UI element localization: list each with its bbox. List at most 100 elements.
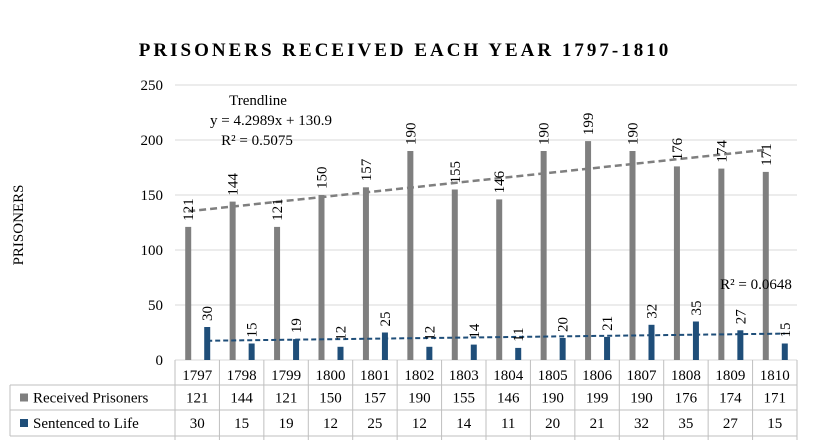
bar-received-prisoners — [718, 168, 725, 360]
x-tick-label: 1803 — [449, 368, 479, 384]
legend-label: Sentenced to Life — [33, 416, 139, 432]
data-label-sentenced-to-life: 15 — [245, 323, 261, 338]
data-label-sentenced-to-life: 20 — [556, 317, 572, 332]
trendline-received-prisoners — [188, 148, 766, 213]
table-value: 176 — [675, 391, 698, 407]
table-value: 20 — [545, 416, 560, 432]
trendline-r-squared: R² = 0.5075 — [221, 133, 293, 149]
trendlines — [188, 148, 785, 342]
table-value: 121 — [275, 391, 298, 407]
x-tick-label: 1807 — [627, 368, 658, 384]
data-label-received-prisoners: 199 — [581, 113, 597, 136]
table-value: 144 — [230, 391, 253, 407]
bar-received-prisoners — [585, 141, 592, 360]
bar-received-prisoners — [540, 151, 547, 360]
table-value: 190 — [541, 391, 564, 407]
bar-sentenced-to-life — [781, 343, 788, 360]
table-value: 15 — [234, 416, 249, 432]
data-label-received-prisoners: 176 — [670, 137, 686, 160]
table-value: 19 — [279, 416, 294, 432]
data-label-received-prisoners: 150 — [315, 167, 331, 190]
x-tick-label: 1798 — [227, 368, 257, 384]
data-label-received-prisoners: 155 — [448, 161, 464, 184]
bar-received-prisoners — [229, 201, 236, 360]
legend-swatch — [20, 393, 28, 402]
table-value: 12 — [323, 416, 338, 432]
bar-received-prisoners — [451, 189, 458, 360]
table-value: 150 — [319, 391, 342, 407]
table-value: 11 — [501, 416, 515, 432]
data-label-received-prisoners: 190 — [403, 123, 419, 146]
data-label-sentenced-to-life: 12 — [422, 326, 438, 341]
data-label-received-prisoners: 190 — [626, 123, 642, 146]
table-value: 27 — [723, 416, 739, 432]
data-label-received-prisoners: 171 — [759, 143, 775, 166]
data-label-received-prisoners: 157 — [359, 158, 375, 181]
x-tick-label: 1800 — [316, 368, 346, 384]
chart-title: PRISONERS RECEIVED EACH YEAR 1797-1810 — [139, 40, 671, 61]
x-tick-label: 1806 — [582, 368, 613, 384]
legend-label: Received Prisoners — [33, 391, 149, 407]
x-tick-label: 1797 — [182, 368, 213, 384]
data-label-sentenced-to-life: 19 — [289, 318, 305, 333]
y-tick-labels: 0 50 100 150 200 250 — [141, 78, 164, 369]
bar-received-prisoners — [274, 226, 281, 360]
y-tick-label: 0 — [156, 353, 164, 369]
table-value: 21 — [590, 416, 605, 432]
table-value: 190 — [630, 391, 653, 407]
bar-received-prisoners — [362, 187, 369, 360]
trendline-sentenced-to-life — [207, 332, 785, 342]
table-value: 157 — [364, 391, 387, 407]
x-tick-label: 1804 — [493, 368, 524, 384]
bar-sentenced-to-life — [692, 321, 699, 360]
table-value: 121 — [186, 391, 209, 407]
bar-sentenced-to-life — [248, 343, 255, 360]
data-label-received-prisoners: 190 — [537, 123, 553, 146]
bar-sentenced-to-life — [293, 339, 300, 360]
data-label-sentenced-to-life: 11 — [511, 327, 527, 341]
table-value: 171 — [764, 391, 787, 407]
bar-received-prisoners — [496, 199, 503, 360]
data-label-received-prisoners: 144 — [226, 173, 242, 196]
bar-received-prisoners — [762, 171, 769, 360]
bar-sentenced-to-life — [470, 344, 477, 360]
bar-sentenced-to-life — [737, 330, 744, 360]
y-axis-title: PRISONERS — [11, 185, 27, 266]
y-tick-label: 200 — [141, 133, 164, 149]
data-labels: 121 30 144 15 121 19 150 12 157 25 190 12 155 14 146 11… — [181, 113, 794, 342]
x-tick-label: 1809 — [715, 368, 745, 384]
table-value: 35 — [678, 416, 693, 432]
x-tick-label: 1799 — [271, 368, 301, 384]
bar-sentenced-to-life — [559, 338, 566, 360]
table-value: 25 — [367, 416, 382, 432]
bar-sentenced-to-life — [515, 347, 522, 360]
data-label-sentenced-to-life: 35 — [689, 301, 705, 316]
x-tick-label: 1805 — [538, 368, 568, 384]
bar-received-prisoners — [407, 151, 414, 360]
table-value: 14 — [456, 416, 472, 432]
trendline-title: Trendline — [229, 93, 287, 109]
data-label-sentenced-to-life: 25 — [378, 312, 394, 327]
data-label-sentenced-to-life: 15 — [778, 323, 794, 338]
table-value: 12 — [412, 416, 427, 432]
table-value: 32 — [634, 416, 649, 432]
data-label-sentenced-to-life: 21 — [600, 316, 616, 331]
y-tick-label: 250 — [141, 78, 164, 94]
data-label-sentenced-to-life: 27 — [733, 309, 749, 325]
data-label-sentenced-to-life: 30 — [200, 306, 216, 321]
bar-sentenced-to-life — [426, 346, 433, 360]
y-tick-label: 50 — [148, 298, 163, 314]
bar-sentenced-to-life — [604, 336, 611, 360]
bar-sentenced-to-life — [381, 332, 388, 360]
bar-sentenced-to-life — [337, 346, 344, 360]
x-tick-label: 1802 — [404, 368, 434, 384]
bar-received-prisoners — [318, 195, 325, 360]
bar-received-prisoners — [673, 166, 680, 360]
y-tick-label: 150 — [141, 188, 164, 204]
trendline-equation: y = 4.2989x + 130.9 — [210, 113, 332, 129]
table-value: 30 — [190, 416, 205, 432]
x-tick-label: 1801 — [360, 368, 390, 384]
bar-sentenced-to-life — [648, 324, 655, 360]
